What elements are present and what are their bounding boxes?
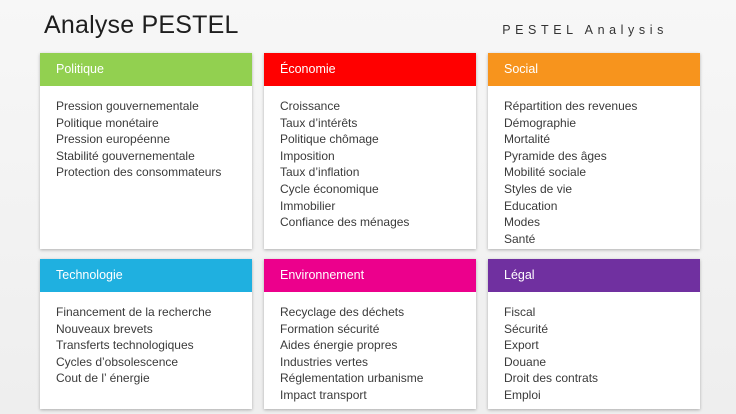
list-item: Pression européenne [56,132,171,147]
list-item: Droit des contrats [504,371,599,386]
list-item: Démographie [504,115,577,130]
pestel-grid: Politique Pression gouvernementale Politi… [40,53,700,409]
card-politique: Politique Pression gouvernementale Politi… [40,53,252,249]
list-item: Protection des consommateurs [56,165,222,180]
card-social: Social Répartition des revenues Démograph… [488,53,700,249]
card-header: Environnement [264,259,476,292]
list-item: Recyclage des déchets [280,305,405,319]
list-item: Sécurité [504,321,549,336]
list-item: Nouveaux brevets [56,321,153,336]
card-economie: Économie Croissance Taux d’intérêts Politi… [264,53,476,249]
list-item: Styles de vie [504,181,573,196]
list-item: Imposition [280,148,335,163]
card-body: Répartition des revenues Démographie Morta… [488,86,700,247]
list-item: Réglementation urbanisme [280,371,424,386]
list-item: Impact transport [280,387,367,402]
list-item: Répartition des revenues [504,99,638,113]
list-item: Mobilité sociale [504,165,587,180]
list-item: Transferts technologiques [56,338,194,353]
list-item: Education [504,198,558,213]
card-header: Social [488,53,700,86]
list-item: Export [504,338,539,353]
list-item: Politique monétaire [56,115,159,130]
list-item: Taux d’inflation [280,165,360,180]
card-environnement: Environnement Recyclage des déchets Forma… [264,259,476,409]
list-item: Douane [504,354,547,369]
card-header: Technologie [40,259,252,292]
card-header: Légal [488,259,700,292]
card-body: Croissance Taux d’intérêts Politique chôma… [264,86,476,231]
list-item: Aides énergie propres [280,338,398,353]
list-item: Santé [504,231,536,246]
card-body: Financement de la recherche Nouveaux brev… [40,292,252,387]
list-item: Fiscal [504,305,536,319]
card-body: Pression gouvernementale Politique monéta… [40,86,252,181]
list-item: Formation sécurité [280,321,380,336]
list-item: Politique chômage [280,132,379,147]
list-item: Financement de la recherche [56,305,212,319]
card-body: Fiscal Sécurité Export Douane Droit des cont… [488,292,700,404]
page-title: Analyse PESTEL [44,11,239,39]
list-item: Pression gouvernementale [56,99,199,113]
list-item: Immobilier [280,198,336,213]
card-header: Politique [40,53,252,86]
list-item: Cycles d’obsolescence [56,354,179,369]
card-body: Recyclage des déchets Formation sécurité A… [264,292,476,404]
list-item: Pyramide des âges [504,148,607,163]
list-item: Confiance des ménages [280,215,410,230]
card-header: Économie [264,53,476,86]
list-item: Cout de l’ énergie [56,371,150,386]
card-technologie: Technologie Financement de la recherche N… [40,259,252,409]
page-subtitle: PESTEL Analysis [502,23,668,37]
list-item: Stabilité gouvernementale [56,148,195,163]
list-item: Mortalité [504,132,551,147]
list-item: Cycle économique [280,181,379,196]
list-item: Taux d’intérêts [280,115,358,130]
list-item: Modes [504,215,541,230]
list-item: Croissance [280,99,341,113]
list-item: Emploi [504,387,541,402]
list-item: Industries vertes [280,354,369,369]
card-legal: Légal Fiscal Sécurité Export Douane Droit de… [488,259,700,409]
